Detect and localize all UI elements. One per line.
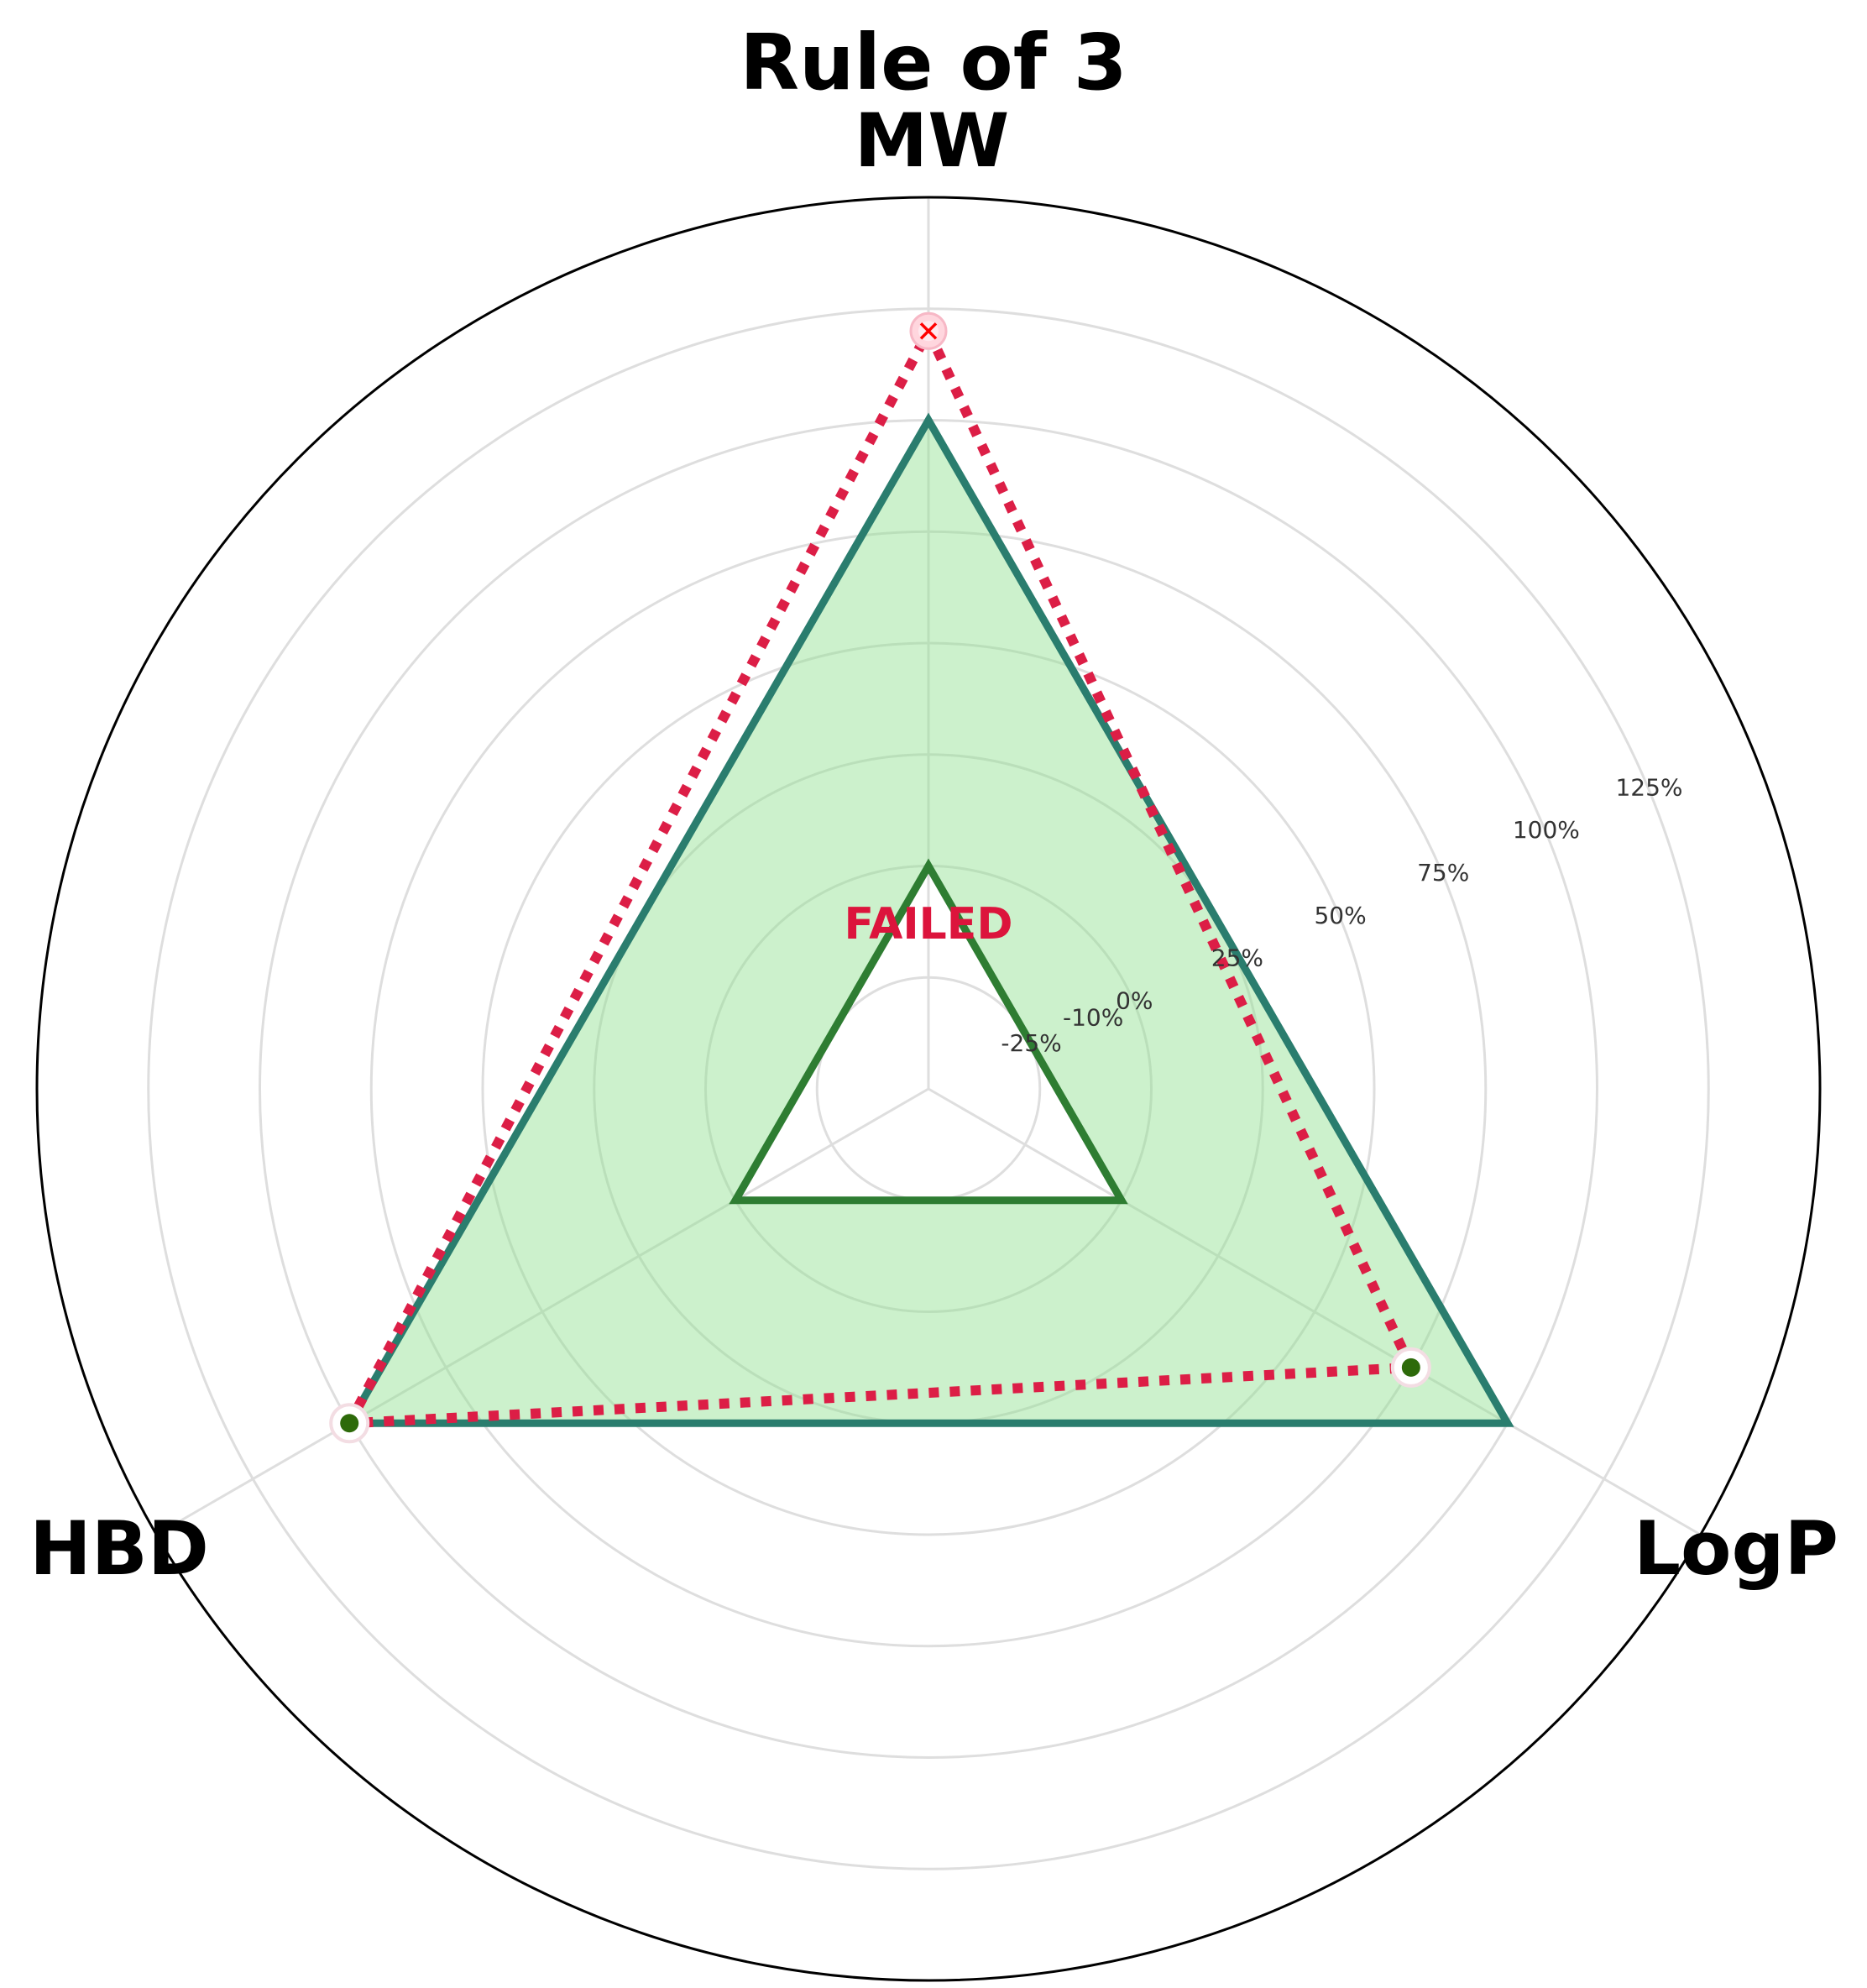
molecule-line: [340, 319, 1419, 1429]
acceptable-region-fill: [349, 420, 1508, 1424]
marker-dot-logp: [1401, 1358, 1420, 1377]
axis-label-mw: MW: [855, 97, 1010, 184]
grid-spoke-logp: [928, 1087, 1702, 1536]
marker-dot-hbd: [340, 1414, 359, 1433]
grid-spoke-hbd: [155, 1087, 929, 1536]
series-layer: [329, 311, 1514, 1444]
upper-limit-line: [343, 412, 1514, 1427]
status-label: FAILED: [845, 899, 1013, 950]
outer-frame: [35, 196, 1822, 1982]
marker-x2-mw: [919, 322, 938, 340]
radial-tick-label: 0%: [1116, 986, 1153, 1014]
radial-tick-label: -10%: [1063, 1004, 1123, 1032]
radial-tick-label: 125%: [1615, 773, 1682, 801]
radial-tick-label: 100%: [1513, 816, 1580, 844]
axis-label-hbd: HBD: [29, 1505, 209, 1592]
axis-label-logp: LogP: [1634, 1505, 1838, 1592]
label-layer: MW LogP HBD -25%-10%0% 25% 50% 75% 100% 125%: [29, 97, 1838, 1592]
radial-tick-label: 75%: [1417, 859, 1469, 887]
radial-tick-label: -25%: [1001, 1029, 1061, 1057]
radial-tick-label: 25%: [1211, 944, 1263, 972]
lower-limit-line: [729, 858, 1128, 1205]
chart-title: Rule of 3: [740, 18, 1127, 107]
radial-tick-label: 50%: [1314, 902, 1366, 929]
